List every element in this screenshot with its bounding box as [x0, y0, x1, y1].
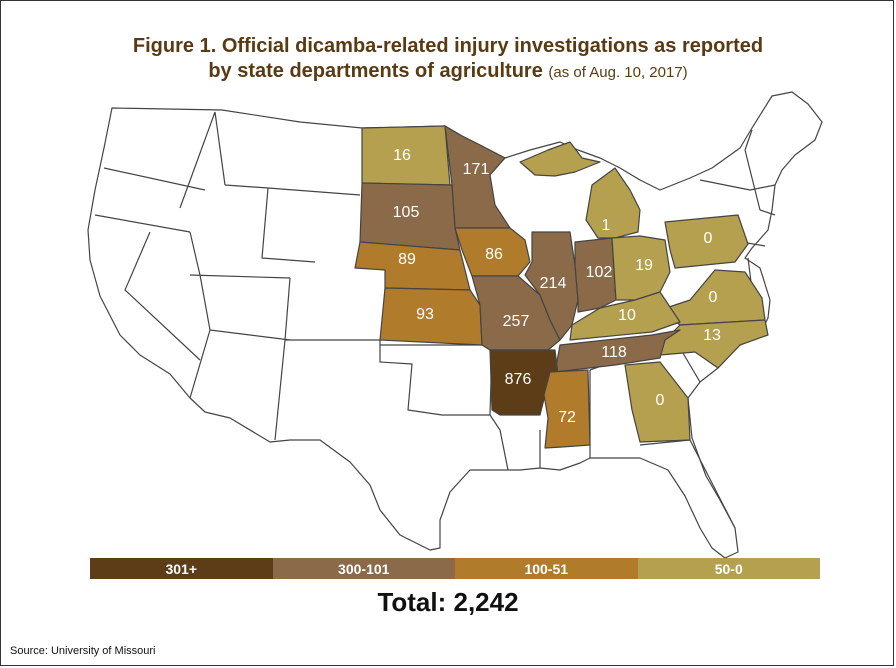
label-illinois: 214 [540, 275, 567, 292]
state-arkansas [489, 349, 559, 416]
label-minnesota: 171 [463, 161, 490, 178]
label-michigan: 1 [602, 217, 611, 234]
legend-item-300-101: 300-101 [272, 558, 455, 579]
state-kentucky [569, 291, 681, 341]
state-georgia [624, 361, 691, 443]
title-line-2: by state departments of agriculture (as … [0, 59, 896, 85]
label-ohio: 19 [635, 257, 653, 274]
label-north-dakota: 16 [393, 147, 411, 164]
state-mississippi [543, 369, 591, 449]
title-date-note: (as of Aug. 10, 2017) [548, 64, 688, 81]
state-illinois [524, 231, 579, 341]
state-michigan [585, 167, 641, 239]
source-note: Source: University of Missouri [10, 645, 156, 657]
legend-item-50-0: 50-0 [637, 558, 820, 579]
total-count: Total: 2,242 [377, 587, 519, 617]
label-south-dakota: 105 [393, 204, 420, 221]
label-north-carolina: 13 [703, 327, 721, 344]
state-south-dakota [359, 182, 461, 251]
label-georgia: 0 [656, 392, 665, 409]
label-iowa: 86 [485, 246, 503, 263]
label-virginia: 0 [709, 289, 718, 306]
state-borders-west [94, 111, 380, 441]
figure-title: Figure 1. Official dicamba-related injur… [0, 34, 896, 85]
state-pennsylvania [664, 214, 749, 269]
label-tennessee: 118 [601, 344, 627, 361]
legend-item-100-51: 100-51 [455, 558, 638, 579]
title-line-1: Figure 1. Official dicamba-related injur… [132, 35, 764, 57]
state-michigan-upper [519, 141, 601, 177]
state-iowa [454, 227, 531, 277]
legend-item-301-plus: 301+ [90, 558, 273, 579]
state-missouri [471, 275, 561, 351]
state-ohio [611, 235, 671, 301]
label-arkansas: 876 [505, 371, 532, 388]
label-kansas: 93 [416, 306, 434, 323]
legend: 301+ 300-101 100-51 50-0 [90, 558, 820, 579]
label-missouri: 257 [503, 313, 530, 330]
label-indiana: 102 [586, 264, 613, 281]
label-kentucky: 10 [618, 307, 636, 324]
label-mississippi: 72 [558, 409, 576, 426]
title-line-2-main: by state departments of agriculture [208, 60, 543, 82]
label-nebraska: 89 [398, 251, 416, 268]
label-pennsylvania: 0 [704, 230, 713, 247]
state-borders-south [379, 340, 736, 529]
